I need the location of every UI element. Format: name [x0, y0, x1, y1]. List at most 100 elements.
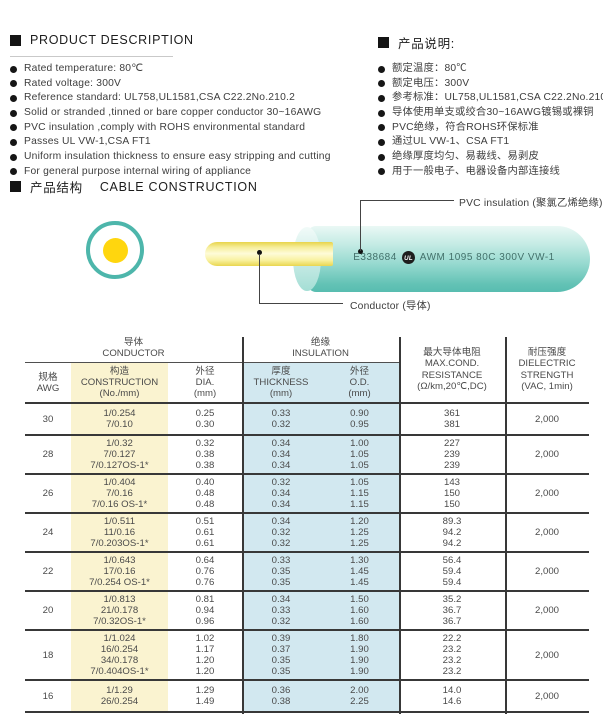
od-header-unit: (mm) — [348, 388, 371, 399]
bullet-item: PVC绝缘，符合ROHS环保标准 — [378, 122, 603, 134]
bullet-icon — [378, 124, 385, 132]
construction-cell-value: 1/1.024 — [103, 633, 136, 644]
bullet-item: Solid or stranded ,tinned or bare copper… — [10, 107, 378, 119]
bullet-item: 用于一般电子、电器设备内部连接线 — [378, 166, 603, 178]
cable-construction-header: 产品结构 CABLE CONSTRUCTION — [10, 177, 258, 196]
bullet-item: 参考标准：UL758,UL1581,CSA C22.2No.210.2 — [378, 92, 603, 104]
dia-cell-value: 1.29 — [195, 685, 215, 696]
resistance-cell-value: 94.2 — [442, 538, 462, 549]
bullet-text: PVC insulation ,comply with ROHS environ… — [24, 121, 306, 133]
bullet-item: 额定温度：80℃ — [378, 63, 603, 75]
construction-cell-value: 1/0.643 — [103, 555, 136, 566]
resistance-cell-value: 143 — [443, 477, 460, 488]
awg-cell: 22 — [25, 553, 71, 590]
dia-cell-value: 0.38 — [195, 460, 215, 471]
dia-cell: 0.40 0.48 0.48 — [168, 475, 242, 512]
thickness-cell-value: 0.34 — [271, 499, 291, 510]
product-description-title: PRODUCT DESCRIPTION — [30, 33, 194, 47]
construction-cell-value: 11/0.16 — [103, 527, 136, 538]
construction-header-en: CONSTRUCTION — [80, 377, 159, 388]
od-cell: 0.90 0.95 — [320, 404, 399, 434]
column-divider — [242, 337, 244, 714]
cable-marking-suffix: AWM 1095 80C 300V VW-1 — [419, 252, 555, 263]
resistance-cell-value: 35.2 — [442, 594, 462, 605]
construction-cell-value: 21/0.178 — [100, 605, 139, 616]
ul-mark-icon: UL — [401, 251, 415, 264]
bullet-icon — [10, 153, 17, 161]
product-notes-header: 产品说明: — [378, 33, 455, 52]
od-cell-value: 1.45 — [350, 577, 369, 588]
construction-cell-value: 34/0.178 — [100, 655, 139, 666]
construction-cell-value: 7/0.16 OS-1* — [91, 499, 148, 510]
thickness-cell-value: 0.32 — [271, 616, 291, 627]
dia-cell-value: 1.20 — [195, 666, 215, 677]
thickness-cell-value: 0.33 — [271, 408, 291, 419]
construction-cell-value: 17/0.16 — [103, 566, 136, 577]
dia-cell-value: 1.17 — [195, 644, 215, 655]
awg-cell: 28 — [25, 436, 71, 473]
dia-cell-value: 0.61 — [195, 527, 215, 538]
od-cell-value: 2.25 — [350, 696, 369, 707]
resistance-cell: 361 381 — [399, 404, 505, 434]
od-cell-value: 2.00 — [350, 685, 369, 696]
table-row-awg-16: 16 1/1.29 26/0.254 1.29 1.49 0.36 0.38 2.00 2.25… — [25, 681, 589, 713]
construction-cell-value: 1/0.404 — [103, 477, 136, 488]
construction-cell-value: 7/0.254 OS-1* — [89, 577, 150, 588]
resistance-cell-value: 23.2 — [442, 655, 462, 666]
thickness-cell-value: 0.32 — [271, 527, 291, 538]
column-divider — [505, 337, 507, 714]
construction-cell-value: 26/0.254 — [100, 696, 139, 707]
construction-cell-value: 7/0.203OS-1* — [90, 538, 149, 549]
bullet-text: 通过UL VW-1、CSA FT1 — [392, 136, 510, 148]
bullet-text: 参考标准：UL758,UL1581,CSA C22.2No.210.2 — [392, 92, 603, 104]
bullet-icon — [10, 124, 17, 132]
table-row-awg-20: 20 1/0.813 21/0.178 7/0.32OS-1* 0.81 0.94 0.96… — [25, 592, 589, 631]
section-square-icon — [378, 37, 389, 48]
awg-cell-value: 30 — [42, 413, 54, 425]
resistance-cell-value: 239 — [443, 460, 460, 471]
dia-cell-value: 0.48 — [195, 488, 215, 499]
product-description-list: Rated temperature: 80℃ Rated voltage: 300… — [10, 63, 378, 181]
bullet-text: Uniform insulation thickness to ensure e… — [24, 151, 331, 163]
dia-header-en: DIA. — [195, 377, 215, 388]
od-cell: 1.20 1.25 1.25 — [320, 514, 399, 551]
bullet-icon — [378, 94, 385, 102]
bullet-item: 额定电压：300V — [378, 78, 603, 90]
thickness-cell-value: 0.34 — [271, 438, 291, 449]
thickness-cell: 0.36 0.38 — [242, 681, 320, 711]
resistance-cell: 143 150 150 — [399, 475, 505, 512]
resistance-cell: 35.2 36.7 36.7 — [399, 592, 505, 629]
thickness-cell-value: 0.37 — [271, 644, 291, 655]
construction-cell: 1/0.813 21/0.178 7/0.32OS-1* — [71, 592, 168, 629]
conductor-group-label: 导体 CONDUCTOR — [25, 337, 242, 363]
dia-cell-value: 0.51 — [195, 516, 215, 527]
product-notes-title: 产品说明: — [398, 37, 455, 51]
bullet-item: Uniform insulation thickness to ensure e… — [10, 151, 378, 163]
thickness-cell-value: 0.35 — [271, 666, 291, 677]
od-cell-value: 1.45 — [350, 566, 369, 577]
od-cell-value: 1.15 — [350, 499, 369, 510]
od-cell-value: 1.90 — [350, 666, 369, 677]
dia-cell-value: 1.02 — [195, 633, 215, 644]
conductor-core-dot — [103, 238, 128, 263]
construction-header-cn: 构造 — [109, 366, 130, 377]
thickness-cell: 0.33 0.32 — [242, 404, 320, 434]
construction-column-header: 构造 CONSTRUCTION (No./mm) — [71, 363, 168, 402]
od-cell-value: 1.50 — [350, 594, 369, 605]
thickness-cell-value: 0.39 — [271, 633, 291, 644]
od-cell-value: 1.60 — [350, 616, 369, 627]
thickness-header-unit: (mm) — [269, 388, 293, 399]
bullet-text: 额定温度：80℃ — [392, 63, 467, 74]
bullet-text: Rated temperature: 80℃ — [24, 63, 143, 74]
thickness-cell-value: 0.38 — [271, 696, 291, 707]
awg-cell: 20 — [25, 592, 71, 629]
dielectric-cell: 2,000 — [505, 514, 589, 551]
bullet-text: Reference standard: UL758,UL1581,CSA C22… — [24, 92, 296, 104]
od-cell-value: 1.80 — [350, 633, 369, 644]
dia-cell: 0.51 0.61 0.61 — [168, 514, 242, 551]
dielectric-cell: 2,000 — [505, 553, 589, 590]
resistance-header-unit: (Ω/km,20℃,DC) — [417, 381, 487, 392]
thickness-cell-value: 0.35 — [271, 566, 291, 577]
conductor-group-label-en: CONDUCTOR — [102, 348, 165, 359]
resistance-cell-value: 36.7 — [442, 616, 462, 627]
